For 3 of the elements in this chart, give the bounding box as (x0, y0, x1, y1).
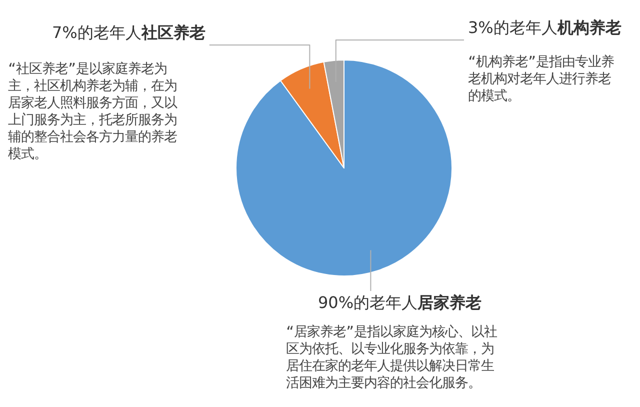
annotation: “机构养老”是指由专业养老机构对老年人进行养老的模式。 (468, 54, 616, 105)
annotation: “居家养老”是指以家庭为核心、以社区为依托、以专业化服务为依靠，为居住在家的老年人提供以解决日常生活困难为主要内容的社会化服务。 (286, 324, 498, 392)
annotation: “社区养老”是以家庭养老为主，社区机构养老为辅，在为居家老人照料服务方面，又以上门服务为主，托老所服务为辅的整合社会各方力量的养老模式。 (8, 61, 178, 163)
